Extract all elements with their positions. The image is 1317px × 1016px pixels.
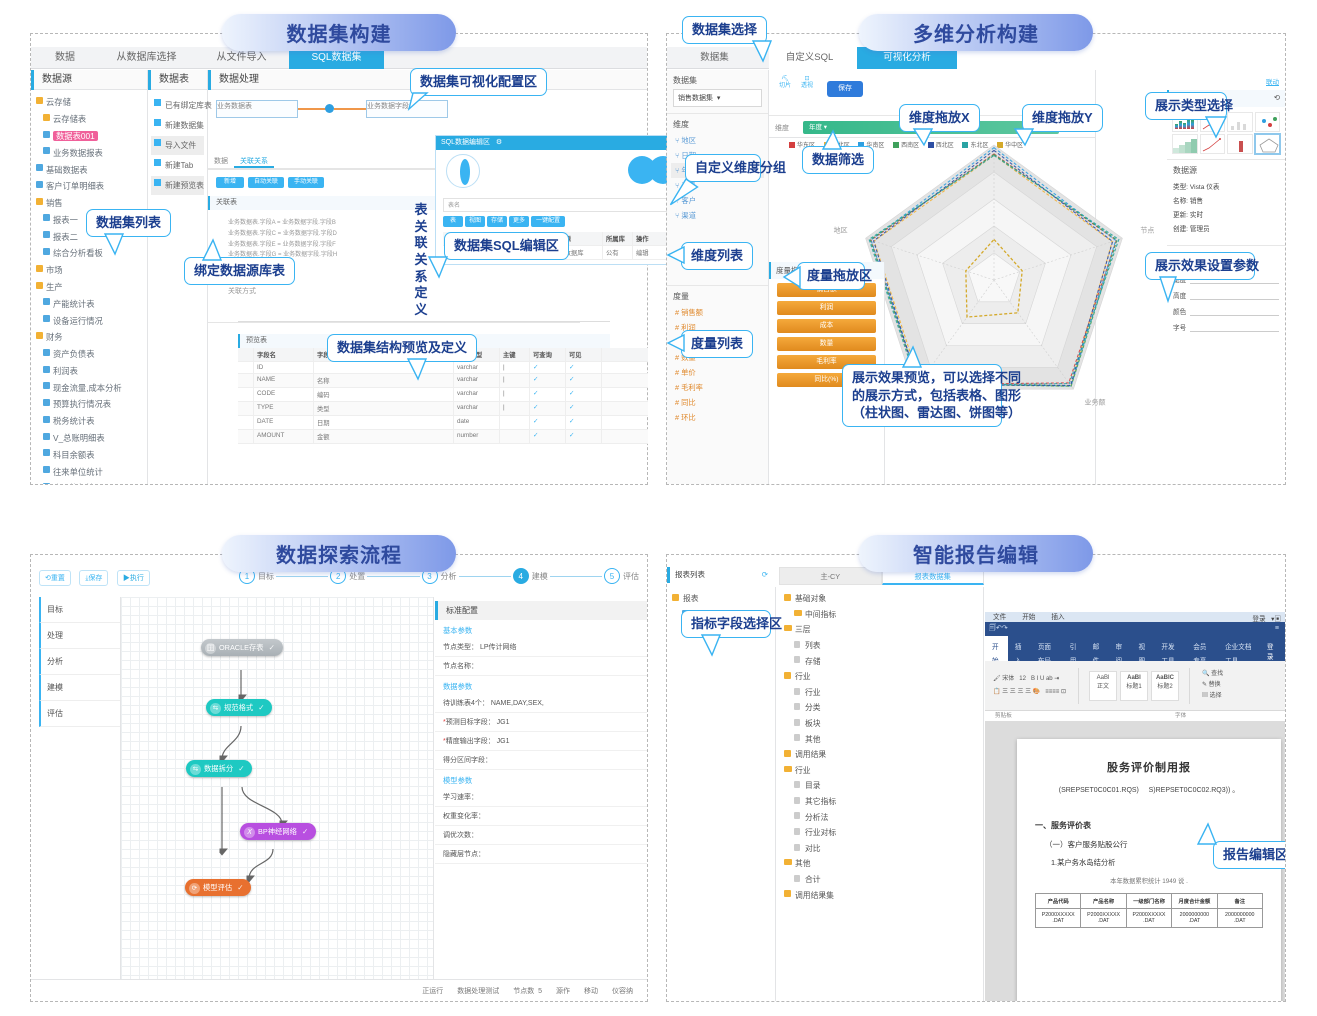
svg-text:业务额: 业务额 (1085, 398, 1106, 407)
svg-text:节点: 节点 (1140, 226, 1154, 234)
svg-text:地区: 地区 (834, 225, 848, 234)
